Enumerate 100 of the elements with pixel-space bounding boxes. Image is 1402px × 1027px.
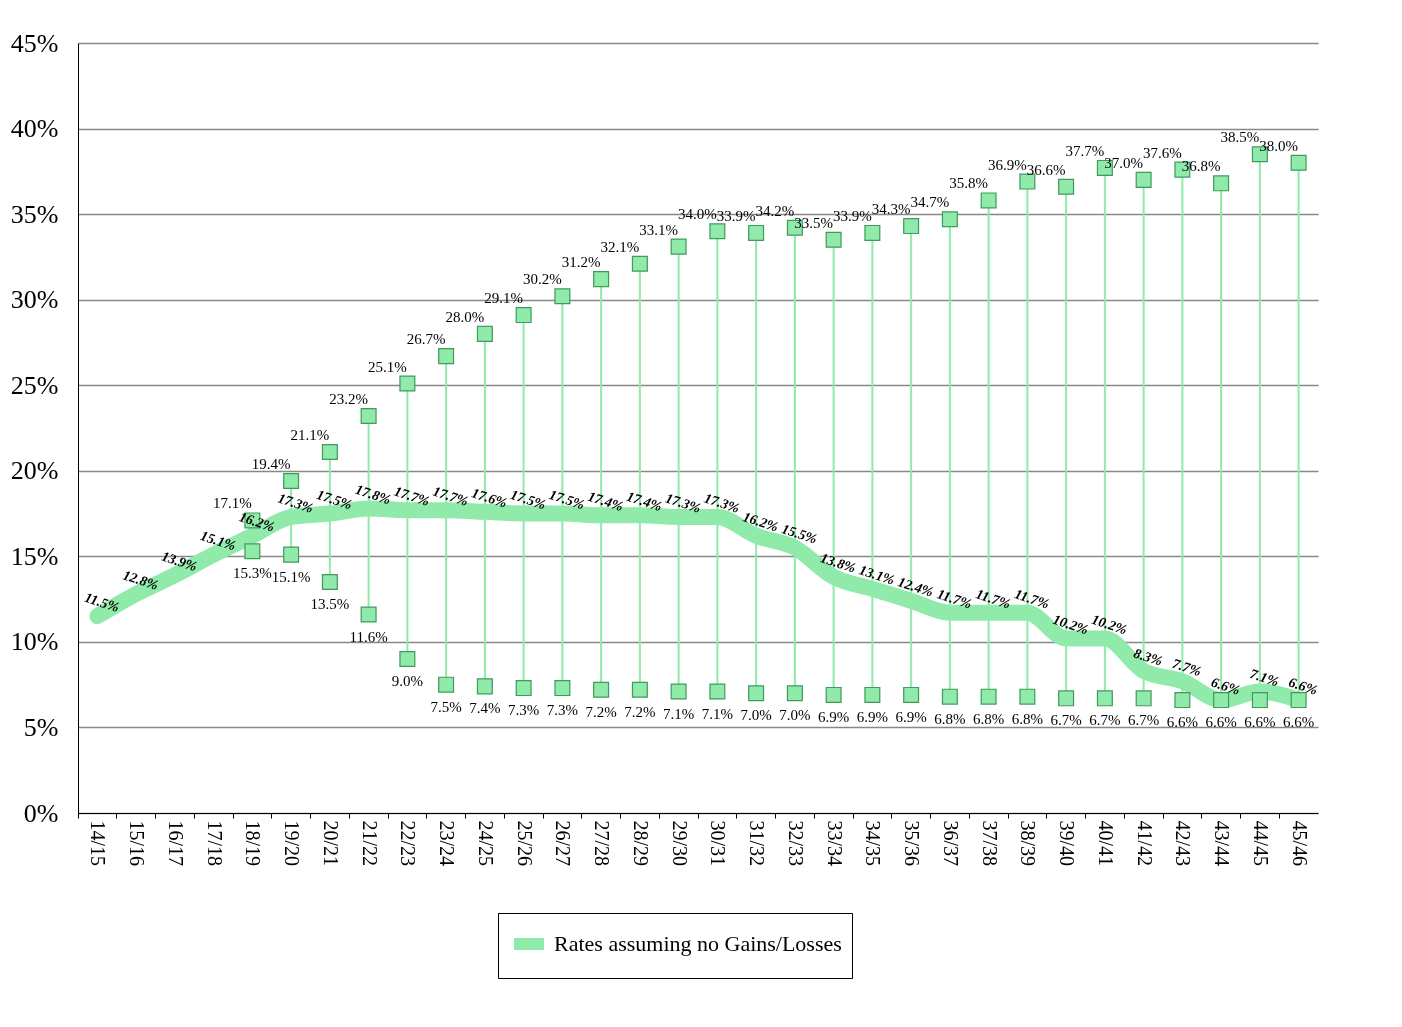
x-tick-label: 37/38: [978, 820, 1001, 867]
point: [283, 546, 300, 563]
data-label: 15.3%: [233, 565, 272, 582]
point: [825, 686, 842, 703]
data-label: 12.4%: [896, 574, 936, 600]
point: [941, 211, 958, 228]
data-label: 17.4%: [586, 488, 626, 515]
data-label: 8.3%: [1131, 645, 1165, 669]
x-tick-label: 42/43: [1172, 820, 1195, 867]
data-label: 6.6%: [1209, 674, 1242, 698]
y-tick-label: 10%: [10, 627, 59, 657]
data-label: 17.7%: [431, 483, 471, 510]
data-label: 9.0%: [391, 673, 423, 689]
data-label: 13.9%: [159, 548, 199, 575]
data-label: 25.1%: [368, 358, 407, 375]
data-label: 33.9%: [716, 207, 756, 224]
point: [1058, 178, 1075, 195]
data-label: 7.3%: [546, 702, 578, 719]
x-tick-label: 15/16: [126, 820, 149, 867]
data-label: 7.0%: [779, 707, 811, 724]
data-label: 6.6%: [1286, 674, 1320, 698]
point: [1096, 690, 1113, 707]
data-label: 38.5%: [1220, 129, 1260, 146]
x-tick-label: 41/42: [1133, 820, 1156, 867]
data-label: 17.3%: [276, 490, 316, 516]
data-label: 34.7%: [910, 194, 950, 211]
data-label: 7.0%: [740, 707, 772, 724]
point: [864, 224, 881, 241]
point: [980, 688, 997, 705]
point: [709, 223, 726, 240]
x-tick-label: 22/23: [397, 820, 420, 867]
data-label: 17.4%: [624, 488, 664, 515]
point: [515, 307, 532, 324]
y-tick-label: 45%: [10, 28, 59, 58]
point: [476, 678, 493, 695]
point: [1290, 154, 1307, 171]
point: [1213, 175, 1230, 192]
point: [554, 680, 571, 697]
data-label: 16.2%: [741, 509, 781, 535]
x-tick-label: 27/28: [591, 820, 614, 867]
point: [593, 271, 610, 288]
x-tick-label: 24/25: [474, 820, 497, 867]
x-tick-label: 25/26: [513, 820, 536, 867]
point: [864, 686, 881, 703]
x-tick-label: 34/35: [862, 820, 885, 867]
data-label: 19.4%: [251, 456, 291, 473]
data-label: 15.1%: [198, 528, 238, 554]
data-label: 36.9%: [988, 156, 1027, 173]
data-label: 6.6%: [1283, 714, 1315, 731]
data-label: 32.1%: [600, 238, 640, 255]
data-label: 10.2%: [1051, 611, 1091, 638]
point: [360, 408, 377, 425]
point: [670, 238, 687, 255]
data-label: 26.7%: [406, 331, 446, 348]
data-label: 21.1%: [290, 426, 330, 443]
data-label: 10.2%: [1089, 611, 1129, 638]
data-label: 6.8%: [973, 710, 1005, 727]
data-label: 34.0%: [678, 206, 717, 223]
x-tick-label: 38/39: [1017, 820, 1040, 867]
point: [1251, 692, 1268, 709]
point: [1058, 690, 1075, 707]
x-tick-label: 18/19: [242, 820, 265, 867]
point: [1019, 688, 1036, 705]
point: [593, 681, 610, 698]
y-tick-label: 30%: [10, 285, 59, 315]
x-tick-label: 45/46: [1288, 820, 1311, 867]
data-label: 6.7%: [1050, 712, 1082, 729]
data-label: 17.8%: [353, 481, 393, 508]
data-label: 38.0%: [1259, 137, 1298, 154]
point: [825, 231, 842, 248]
x-tick-label: 26/27: [552, 820, 575, 867]
data-label: 33.9%: [833, 207, 872, 224]
x-tick-label: 19/20: [281, 820, 304, 867]
data-label: 13.8%: [818, 550, 858, 576]
point: [631, 681, 648, 698]
data-label: 6.6%: [1244, 714, 1276, 731]
point: [980, 192, 997, 209]
data-label: 7.1%: [663, 705, 695, 722]
data-label: 6.9%: [895, 708, 927, 725]
data-label: 31.2%: [561, 254, 601, 271]
x-tick-label: 36/37: [939, 820, 962, 867]
data-label: 6.9%: [856, 708, 888, 725]
data-label: 6.7%: [1128, 712, 1160, 729]
x-tick-label: 32/33: [784, 820, 807, 867]
data-label: 17.1%: [213, 495, 252, 512]
data-label: 11.7%: [973, 586, 1013, 612]
data-label: 37.7%: [1065, 142, 1105, 159]
data-label: 17.5%: [508, 487, 548, 513]
data-label: 7.1%: [1248, 666, 1281, 690]
data-label: 17.7%: [392, 483, 432, 510]
legend-label: Rates assuming no Gains/Losses: [554, 931, 842, 956]
data-label: 7.2%: [585, 703, 617, 720]
x-tick-label: 14/15: [87, 820, 110, 867]
data-label: 37.0%: [1104, 154, 1143, 171]
data-label: 7.3%: [508, 702, 540, 719]
x-tick-label: 33/34: [823, 820, 846, 867]
data-label: 7.4%: [469, 700, 501, 717]
data-label: 29.1%: [484, 290, 523, 307]
point: [399, 375, 416, 392]
data-label: 16.2%: [237, 509, 277, 535]
